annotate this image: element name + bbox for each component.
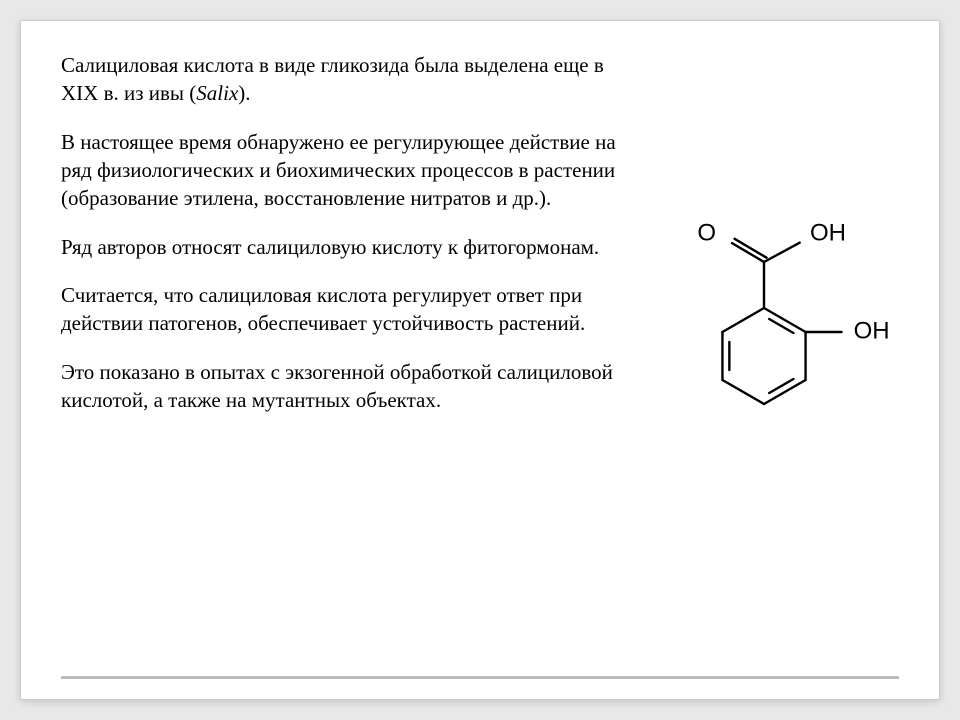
content-row: Салициловая кислота в виде гликозида был… [61,51,899,669]
svg-text:OH: OH [810,219,846,246]
paragraph-2: В настоящее время обнаружено ее регулиру… [61,128,639,213]
p1-text-a: Салициловая кислота в виде гликозида был… [61,53,604,105]
p1-text-b: ). [238,81,250,105]
slide-card: Салициловая кислота в виде гликозида был… [20,20,940,700]
paragraph-4: Считается, что салициловая кислота регул… [61,281,639,338]
svg-text:OH: OH [854,317,889,344]
divider-line [61,676,899,679]
paragraph-3: Ряд авторов относят салициловую кислоту … [61,233,639,261]
salicylic-acid-structure-icon: O OH OH [669,191,889,441]
text-column: Салициловая кислота в виде гликозида был… [61,51,639,669]
diagram-column: O OH OH [659,51,899,669]
paragraph-1: Салициловая кислота в виде гликозида был… [61,51,639,108]
svg-text:O: O [697,219,716,246]
paragraph-5: Это показано в опытах с экзогенной обраб… [61,358,639,415]
p1-italic: Salix [196,81,238,105]
